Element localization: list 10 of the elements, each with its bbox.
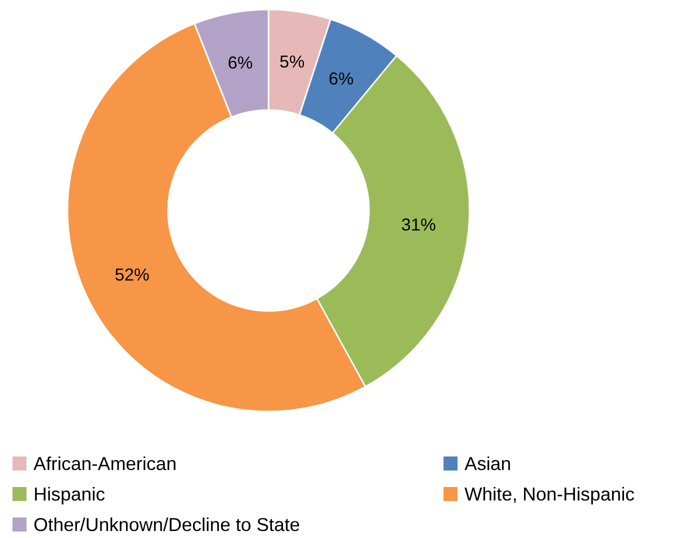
legend-label: White, Non-Hispanic xyxy=(464,484,635,504)
legend-label: Hispanic xyxy=(34,484,106,504)
data-label: 5% xyxy=(280,52,305,72)
legend-label: Asian xyxy=(464,453,512,474)
legend-label: African-American xyxy=(34,453,177,474)
data-label: 31% xyxy=(401,214,436,235)
legend-label: Other/Unknown/Decline to State xyxy=(34,514,300,535)
data-label: 6% xyxy=(228,52,253,72)
data-label: 6% xyxy=(328,68,354,88)
data-label: 52% xyxy=(114,264,150,285)
